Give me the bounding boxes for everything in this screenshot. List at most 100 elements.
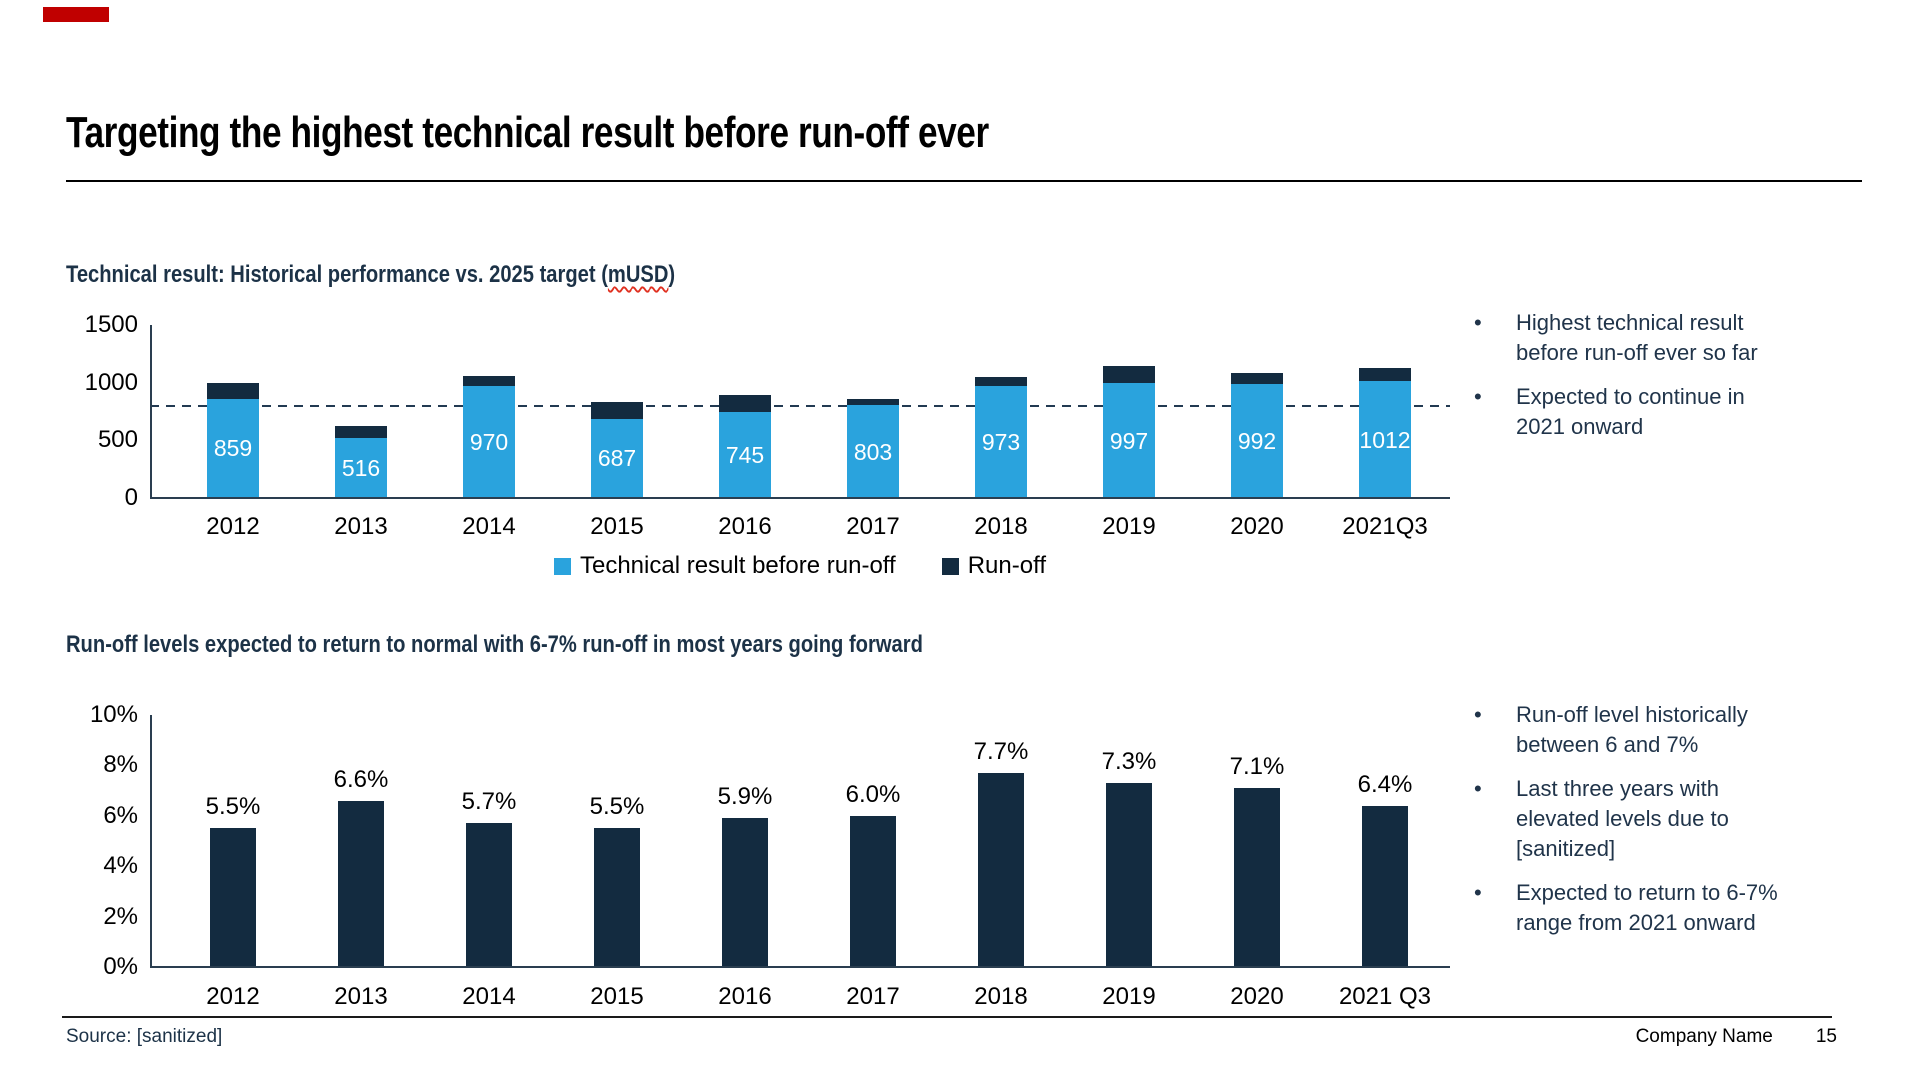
bar-percent-label: 6.6% — [333, 765, 389, 793]
y-tick-label: 1500 — [84, 311, 138, 338]
x-category-label: 2017 — [846, 983, 900, 1010]
y-tick-label: 8% — [103, 751, 138, 779]
x-category-label: 2016 — [718, 513, 772, 540]
chart1-heading-unit-spellcheck: mUSD — [607, 261, 669, 288]
chart1-heading: Technical result: Historical performance… — [66, 261, 675, 289]
bar-runoff-segment — [719, 395, 771, 413]
bar-technical-segment — [335, 438, 387, 498]
y-tick-label: 500 — [97, 426, 138, 454]
bar-value-label: 997 — [1109, 427, 1149, 454]
bar-percent-label: 5.9% — [717, 783, 773, 811]
x-category-label: 2018 — [974, 513, 1028, 540]
y-tick-label: 4% — [103, 852, 138, 880]
legend-swatch-icon — [941, 557, 959, 575]
bar-percent-label: 6.4% — [1357, 770, 1413, 798]
bullet-item: • Last three years with elevated levels d… — [1470, 774, 1810, 864]
bullet-item: • Expected to return to 6-7% range from 2… — [1470, 878, 1810, 938]
page-title: Targeting the highest technical result b… — [66, 108, 989, 157]
x-category-label: 2020 — [1230, 513, 1284, 540]
x-category-label: 2013 — [334, 513, 388, 540]
y-tick-label: 2% — [103, 902, 138, 930]
legend-swatch-icon — [553, 557, 571, 575]
legend-label: Technical result before run-off — [579, 552, 896, 579]
bar — [978, 772, 1024, 967]
bullet-marker: • — [1474, 702, 1482, 727]
chart2-heading: Run-off levels expected to return to nor… — [66, 631, 923, 658]
bar-value-label: 1012 — [1359, 426, 1411, 453]
chart1-heading-suffix: ) — [668, 261, 676, 288]
y-tick-label: 1000 — [84, 368, 138, 396]
x-category-label: 2016 — [718, 983, 772, 1010]
legend-label: Run-off — [967, 552, 1046, 579]
x-category-label: 2018 — [974, 983, 1028, 1010]
x-category-label: 2019 — [1102, 983, 1156, 1010]
bar — [1106, 783, 1152, 967]
legend-item: Run-off — [941, 552, 1046, 580]
x-category-label: 2012 — [206, 513, 260, 540]
x-category-label: 2020 — [1230, 983, 1284, 1010]
bar-technical-segment — [591, 418, 643, 498]
title-underline-rule — [66, 180, 1862, 182]
bar-value-label: 973 — [981, 428, 1021, 455]
bullet-text: Expected to return to 6-7% range from 20… — [1516, 880, 1778, 935]
y-axis-line — [150, 325, 152, 498]
y-tick-label: 6% — [103, 801, 138, 829]
bar — [210, 828, 256, 967]
bar — [338, 800, 384, 967]
bar-runoff-segment — [335, 425, 387, 439]
bullet-marker: • — [1474, 880, 1482, 905]
bar — [722, 818, 768, 967]
bar-technical-segment — [1231, 383, 1283, 498]
chart1-heading-prefix: Technical result: Historical performance… — [66, 261, 608, 288]
bullet-text: Highest technical result before run-off … — [1516, 310, 1758, 365]
bullet-marker: • — [1474, 384, 1482, 409]
x-category-label: 2021 Q3 — [1338, 983, 1432, 1010]
bar-technical-segment — [463, 386, 515, 498]
footer-page-number: 15 — [1815, 1026, 1837, 1047]
bar-percent-label: 5.5% — [589, 793, 645, 821]
bar-runoff-segment — [847, 399, 899, 406]
bar-technical-segment — [975, 385, 1027, 498]
bullet-text: Last three years with elevated levels du… — [1516, 776, 1729, 861]
bar-runoff-segment — [975, 376, 1027, 386]
bar-value-label: 745 — [725, 442, 765, 469]
bar-value-label: 687 — [597, 445, 637, 472]
footer-rule — [62, 1016, 1832, 1018]
chart1-bullet-list: • Highest technical result before run-off… — [1470, 308, 1810, 456]
bar-value-label: 992 — [1237, 427, 1277, 454]
bullet-marker: • — [1474, 310, 1482, 335]
x-category-label: 2012 — [206, 983, 260, 1010]
bar-runoff-segment — [591, 402, 643, 419]
bullet-text: Expected to continue in 2021 onward — [1516, 384, 1745, 439]
technical-result-chart: 0 500 1000 1500 859 2012 516 2013 970 2014 687 2015… — [84, 311, 1450, 580]
x-category-label: 2021Q3 — [1342, 513, 1428, 540]
bar-percent-label: 7.7% — [973, 737, 1029, 765]
logo-placeholder-accent-bar — [43, 7, 109, 22]
bar-percent-label: 7.3% — [1101, 748, 1157, 776]
bar-runoff-segment — [1231, 373, 1283, 384]
bar-percent-label: 7.1% — [1229, 753, 1285, 781]
bar — [850, 815, 896, 967]
x-category-label: 2013 — [334, 983, 388, 1010]
bar-value-label: 803 — [853, 438, 893, 465]
bar-percent-label: 5.7% — [461, 788, 517, 816]
bar — [1362, 805, 1408, 967]
x-axis-line — [150, 966, 1450, 968]
bar-runoff-segment — [463, 375, 515, 387]
x-axis-line — [150, 497, 1450, 499]
target-dashed-line — [150, 404, 1450, 407]
x-category-label: 2015 — [590, 983, 644, 1010]
bar-value-label: 516 — [341, 455, 381, 482]
footer-company-name: Company Name — [1635, 1026, 1773, 1047]
bar — [594, 828, 640, 967]
x-category-label: 2017 — [846, 513, 900, 540]
y-tick-label: 0% — [103, 953, 138, 980]
x-category-label: 2019 — [1102, 513, 1156, 540]
y-axis-line — [150, 715, 152, 967]
bar-technical-segment — [719, 412, 771, 498]
y-tick-label: 0 — [124, 484, 138, 511]
bar-runoff-segment — [1103, 365, 1155, 383]
bar-technical-segment — [207, 398, 259, 498]
bullet-text: Run-off level historically between 6 and… — [1516, 702, 1748, 757]
